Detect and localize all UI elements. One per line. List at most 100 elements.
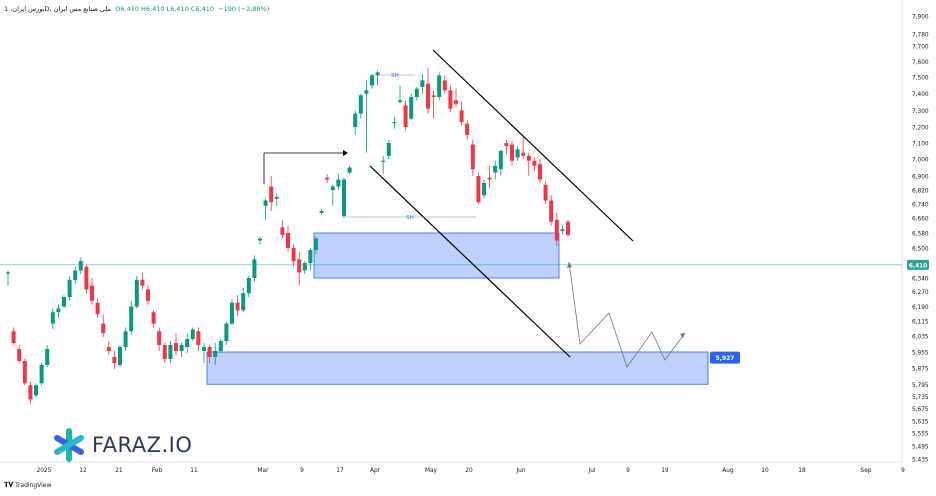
demand-zone bbox=[313, 232, 560, 279]
candle-body bbox=[386, 143, 391, 156]
price-tick-label: 6,740 bbox=[912, 203, 929, 209]
candle bbox=[190, 327, 195, 341]
candle bbox=[207, 345, 212, 363]
candle-body bbox=[347, 167, 352, 173]
candle bbox=[269, 176, 274, 211]
candle-body bbox=[263, 200, 268, 206]
candle-body bbox=[202, 347, 206, 351]
candle bbox=[162, 343, 167, 363]
candle-body bbox=[370, 75, 374, 86]
time-tick-label: 9 bbox=[300, 468, 304, 474]
candle bbox=[129, 300, 134, 336]
price-tick-label: 6,190 bbox=[912, 305, 929, 311]
candle bbox=[67, 276, 72, 301]
candle bbox=[118, 345, 122, 367]
price-tick-label: 7,600 bbox=[912, 60, 929, 66]
candle bbox=[50, 308, 55, 330]
candle-body bbox=[179, 345, 184, 351]
candle-body bbox=[50, 312, 55, 324]
candle bbox=[482, 179, 486, 199]
price-tick-label: 7,100 bbox=[912, 142, 929, 148]
candle-body bbox=[403, 105, 408, 127]
candle bbox=[28, 381, 33, 404]
time-tick-label: Jun bbox=[515, 468, 525, 474]
candle-body bbox=[392, 122, 397, 124]
candle bbox=[202, 343, 206, 363]
candle bbox=[560, 225, 565, 235]
time-tick-label: 9 bbox=[626, 468, 630, 474]
candle bbox=[353, 110, 358, 135]
candle-body bbox=[308, 249, 313, 263]
price-tick-label: 7,500 bbox=[912, 76, 929, 82]
candle bbox=[403, 100, 408, 131]
candle bbox=[459, 102, 464, 126]
candle-body bbox=[420, 80, 425, 87]
candle bbox=[179, 343, 184, 357]
candle-body bbox=[504, 143, 509, 147]
price-tick-label: 6,500 bbox=[912, 247, 929, 253]
candle-body bbox=[353, 113, 358, 127]
candle bbox=[566, 219, 570, 237]
candle bbox=[510, 141, 514, 166]
candle-body bbox=[325, 177, 330, 180]
time-tick-label: 12 bbox=[79, 468, 87, 474]
candle bbox=[185, 333, 190, 353]
candle bbox=[549, 195, 554, 226]
price-tick-label: 5,795 bbox=[912, 383, 929, 389]
candle-body bbox=[112, 357, 117, 363]
candle-body bbox=[168, 345, 173, 359]
zone-layer bbox=[206, 232, 709, 385]
time-tick-label: 17 bbox=[336, 468, 344, 474]
projection-arrow-start bbox=[567, 262, 572, 268]
candle bbox=[196, 327, 201, 351]
candle bbox=[319, 209, 324, 215]
candle-body bbox=[566, 221, 570, 235]
price-tick-label: 5,875 bbox=[912, 367, 929, 373]
candle bbox=[381, 155, 386, 175]
candle bbox=[224, 321, 229, 345]
candle bbox=[101, 314, 106, 337]
candle bbox=[246, 276, 251, 298]
time-tick-label: 10 bbox=[761, 468, 769, 474]
candle bbox=[134, 276, 139, 309]
candle bbox=[90, 278, 94, 305]
candle bbox=[543, 181, 548, 204]
time-tick-label: 21 bbox=[115, 468, 123, 474]
candle bbox=[358, 93, 363, 119]
candle-body bbox=[330, 186, 335, 190]
candle-body bbox=[146, 289, 150, 301]
candle-body bbox=[538, 164, 542, 180]
candle bbox=[347, 165, 352, 175]
swing-high-label: SH bbox=[406, 215, 414, 221]
price-tick-label: 5,735 bbox=[912, 395, 929, 401]
candle bbox=[84, 264, 89, 294]
candle bbox=[291, 244, 296, 267]
candle-body bbox=[162, 345, 167, 359]
grid-layer bbox=[0, 0, 903, 463]
price-tick-label: 6,900 bbox=[912, 175, 929, 181]
candle bbox=[263, 198, 268, 220]
candle-body bbox=[437, 75, 442, 97]
candle bbox=[336, 174, 341, 190]
candle-body bbox=[381, 160, 386, 162]
candle-body bbox=[157, 331, 162, 345]
candle-body bbox=[101, 323, 106, 334]
candle-body bbox=[554, 219, 559, 241]
candle-body bbox=[106, 347, 111, 351]
time-tick-label: 11 bbox=[190, 468, 198, 474]
candle-body bbox=[34, 385, 38, 396]
candle bbox=[515, 146, 520, 161]
candle bbox=[470, 139, 475, 176]
ohlc-values: O6,410 H6,410 L6,410 C6,410 bbox=[115, 5, 215, 13]
candle-body bbox=[185, 339, 190, 347]
candle-body bbox=[258, 238, 262, 241]
candle-body bbox=[151, 312, 156, 324]
lower-trendline bbox=[369, 165, 571, 358]
candle bbox=[420, 73, 425, 94]
change-value: −190 (−2.88%) bbox=[218, 5, 270, 13]
candle bbox=[218, 339, 223, 353]
candle-body bbox=[252, 259, 257, 278]
candle bbox=[174, 333, 178, 355]
projection-arrow-end bbox=[680, 333, 685, 338]
